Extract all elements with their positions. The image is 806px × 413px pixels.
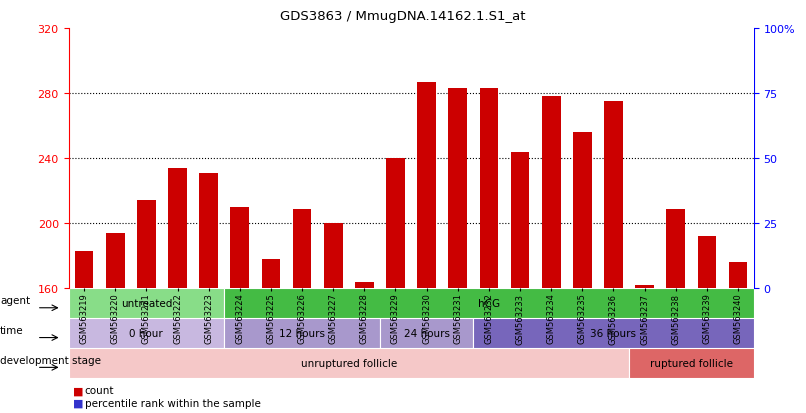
Point <box>669 52 682 58</box>
Point <box>358 54 371 61</box>
Bar <box>418 83 436 413</box>
Point <box>77 49 90 56</box>
Bar <box>448 89 467 413</box>
Point <box>109 49 122 56</box>
Point <box>607 41 620 48</box>
Point <box>638 52 651 58</box>
Point <box>234 44 247 50</box>
Bar <box>542 97 560 413</box>
Bar <box>355 282 374 413</box>
Bar <box>137 201 156 413</box>
Text: untreated: untreated <box>121 299 172 309</box>
Point <box>575 44 588 50</box>
Bar <box>629 348 754 378</box>
Bar <box>573 133 592 413</box>
Point <box>171 44 184 50</box>
Point <box>451 36 464 43</box>
Bar <box>168 169 187 413</box>
Text: time: time <box>0 325 23 335</box>
Point <box>483 38 496 45</box>
Bar <box>511 152 530 413</box>
Bar <box>480 89 498 413</box>
Bar <box>69 348 629 378</box>
Text: percentile rank within the sample: percentile rank within the sample <box>85 398 260 408</box>
Text: 0 hour: 0 hour <box>130 328 164 338</box>
Point <box>700 52 713 58</box>
Text: ruptured follicle: ruptured follicle <box>650 358 733 368</box>
Bar <box>224 318 380 348</box>
Bar <box>380 318 473 348</box>
Point <box>296 49 309 56</box>
Bar <box>324 224 343 413</box>
Point <box>420 38 433 45</box>
Bar <box>69 289 224 318</box>
Text: GDS3863 / MmugDNA.14162.1.S1_at: GDS3863 / MmugDNA.14162.1.S1_at <box>280 10 526 23</box>
Bar <box>473 318 754 348</box>
Bar <box>262 259 280 413</box>
Text: hCG: hCG <box>478 299 500 309</box>
Bar <box>293 209 311 413</box>
Bar <box>635 285 654 413</box>
Bar <box>106 233 125 413</box>
Text: 24 hours: 24 hours <box>404 328 450 338</box>
Point <box>326 52 339 58</box>
Point <box>389 44 402 50</box>
Text: unruptured follicle: unruptured follicle <box>301 358 397 368</box>
Text: 12 hours: 12 hours <box>279 328 325 338</box>
Text: 36 hours: 36 hours <box>591 328 637 338</box>
Bar <box>69 318 224 348</box>
Bar <box>386 159 405 413</box>
Bar <box>224 289 754 318</box>
Bar <box>75 252 93 413</box>
Text: ■: ■ <box>73 398 83 408</box>
Point <box>545 41 558 48</box>
Point <box>202 41 215 48</box>
Bar <box>697 237 717 413</box>
Point <box>140 46 153 53</box>
Bar <box>667 209 685 413</box>
Bar <box>199 173 218 413</box>
Point <box>264 49 277 56</box>
Point <box>513 41 526 48</box>
Bar <box>604 102 623 413</box>
Bar <box>729 263 747 413</box>
Text: agent: agent <box>0 296 30 306</box>
Bar <box>231 207 249 413</box>
Text: ■: ■ <box>73 385 83 395</box>
Text: development stage: development stage <box>0 355 101 365</box>
Text: count: count <box>85 385 114 395</box>
Point <box>732 49 745 56</box>
